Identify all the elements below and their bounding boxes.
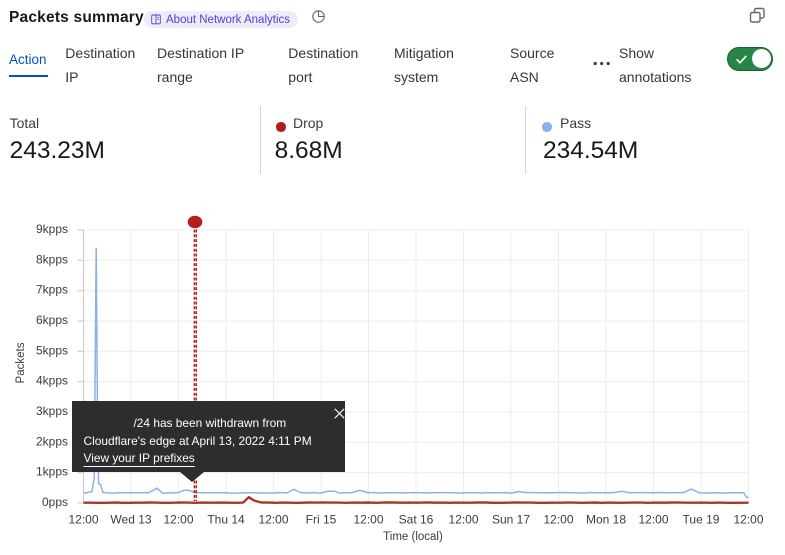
svg-text:12:00: 12:00	[543, 513, 573, 527]
svg-text:1kpps: 1kpps	[36, 465, 68, 479]
svg-text:12:00: 12:00	[353, 513, 383, 527]
svg-text:Mon 18: Mon 18	[586, 513, 626, 527]
svg-text:Sat 16: Sat 16	[399, 513, 434, 527]
svg-text:8kpps: 8kpps	[36, 252, 68, 266]
svg-text:Wed 13: Wed 13	[110, 513, 151, 527]
svg-text:12:00: 12:00	[163, 513, 193, 527]
svg-text:12:00: 12:00	[638, 513, 668, 527]
svg-text:Packets: Packets	[15, 342, 27, 383]
svg-text:Sun 17: Sun 17	[492, 513, 530, 527]
svg-text:5kpps: 5kpps	[36, 343, 68, 357]
svg-text:0pps: 0pps	[42, 495, 68, 509]
svg-text:Fri 15: Fri 15	[306, 513, 337, 527]
svg-text:12:00: 12:00	[68, 513, 98, 527]
svg-text:12:00: 12:00	[733, 513, 763, 527]
svg-text:4kpps: 4kpps	[36, 374, 68, 388]
svg-text:Time (local): Time (local)	[383, 531, 443, 543]
svg-text:6kpps: 6kpps	[36, 313, 68, 327]
svg-text:12:00: 12:00	[258, 513, 288, 527]
svg-text:9kpps: 9kpps	[36, 222, 68, 236]
svg-text:2kpps: 2kpps	[36, 434, 68, 448]
svg-text:7kpps: 7kpps	[36, 283, 68, 297]
svg-text:3kpps: 3kpps	[36, 404, 68, 418]
svg-text:Tue 19: Tue 19	[683, 513, 720, 527]
svg-text:12:00: 12:00	[448, 513, 478, 527]
svg-text:Thu 14: Thu 14	[207, 513, 245, 527]
